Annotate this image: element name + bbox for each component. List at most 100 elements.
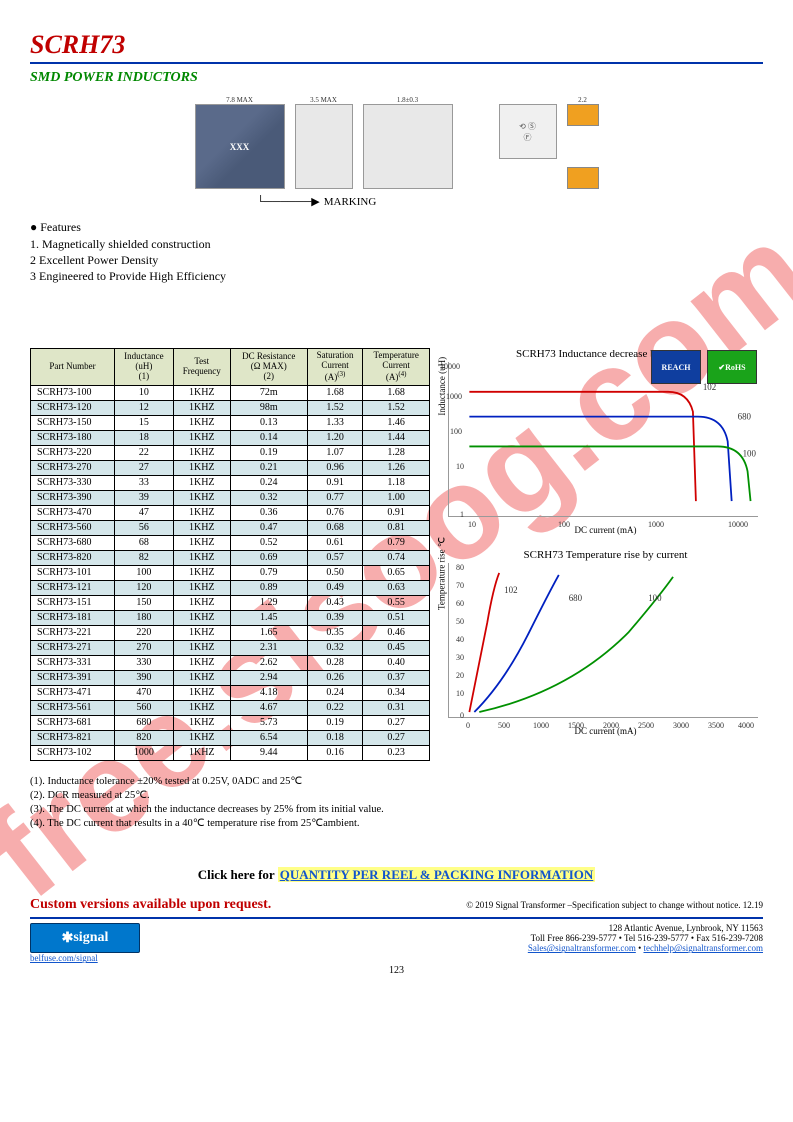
cell: 1.68 [363, 385, 430, 400]
cell: 100 [114, 565, 173, 580]
cell: 0.34 [363, 685, 430, 700]
page-number: 123 [30, 965, 763, 976]
cell: 1KHZ [173, 730, 230, 745]
chart2-svg: 102 680 100 [448, 563, 758, 718]
cell: 0.57 [307, 550, 363, 565]
cell: SCRH73-821 [31, 730, 115, 745]
cell: 0.47 [230, 520, 307, 535]
cell: 1KHZ [173, 460, 230, 475]
cell: 0.79 [363, 535, 430, 550]
table-row: SCRH73-6816801KHZ5.730.190.27 [31, 715, 430, 730]
email-sales[interactable]: Sales@signaltransformer.com [528, 943, 636, 953]
table-row: SCRH73-560561KHZ0.470.680.81 [31, 520, 430, 535]
cell: 4.18 [230, 685, 307, 700]
ytick: 30 [456, 653, 464, 662]
chart1-xlabel: DC current (mA) [448, 525, 763, 535]
cell: 0.14 [230, 430, 307, 445]
cell: SCRH73-391 [31, 670, 115, 685]
cell: 1KHZ [173, 655, 230, 670]
cell: 0.69 [230, 550, 307, 565]
note-line: (4). The DC current that results in a 40… [30, 817, 763, 831]
cell: 1.46 [363, 415, 430, 430]
cell: 560 [114, 700, 173, 715]
signal-logo: ✱ signal [30, 923, 140, 953]
email-techhelp[interactable]: techhelp@signaltransformer.com [643, 943, 763, 953]
cell: 0.28 [307, 655, 363, 670]
xtick: 500 [498, 721, 510, 730]
feature-line: 1. Magnetically shielded construction [30, 237, 763, 252]
cell: SCRH73-820 [31, 550, 115, 565]
cell: 120 [114, 580, 173, 595]
cell: 0.65 [363, 565, 430, 580]
table-row: SCRH73-820821KHZ0.690.570.74 [31, 550, 430, 565]
ytick: 20 [456, 671, 464, 680]
cell: 27 [114, 460, 173, 475]
chart2-ylabel: Temperature rise ℃ [437, 537, 448, 610]
ytick: 0 [460, 711, 464, 720]
cell: 820 [114, 730, 173, 745]
cell: 0.61 [307, 535, 363, 550]
cell: SCRH73-120 [31, 400, 115, 415]
cell: SCRH73-561 [31, 700, 115, 715]
table-row: SCRH73-270271KHZ0.210.961.26 [31, 460, 430, 475]
drawings: 7.8 MAX XXX 3.5 MAX 1.8±0.3 ⟲ ⓈⒻ 2.2 [30, 96, 763, 189]
cell: 1KHZ [173, 385, 230, 400]
cell: 1.52 [307, 400, 363, 415]
svg-text:102: 102 [703, 382, 716, 392]
cell: SCRH73-560 [31, 520, 115, 535]
chart1-svg: 102 680 100 [448, 362, 758, 517]
table-row: SCRH73-5615601KHZ4.670.220.31 [31, 700, 430, 715]
cell: 1.45 [230, 610, 307, 625]
site-link[interactable]: belfuse.com/signal [30, 953, 98, 963]
cell: 390 [114, 670, 173, 685]
table-row: SCRH73-2712701KHZ2.310.320.45 [31, 640, 430, 655]
ytick: 50 [456, 617, 464, 626]
cell: 0.50 [307, 565, 363, 580]
cell: 0.77 [307, 490, 363, 505]
cell: 1KHZ [173, 580, 230, 595]
col-header: TemperatureCurrent(A)(4) [363, 349, 430, 386]
link-prefix: Click here for [198, 867, 278, 882]
table-row: SCRH73-1811801KHZ1.450.390.51 [31, 610, 430, 625]
cell: 0.19 [307, 715, 363, 730]
cell: 1.26 [363, 460, 430, 475]
cell: SCRH73-180 [31, 430, 115, 445]
cell: 330 [114, 655, 173, 670]
cell: SCRH73-102 [31, 745, 115, 760]
dim-side: 3.5 MAX [295, 96, 353, 104]
cell: 0.24 [230, 475, 307, 490]
cell: 1.20 [307, 430, 363, 445]
cell: 1KHZ [173, 400, 230, 415]
ytick: 10 [456, 689, 464, 698]
pad-top [567, 104, 599, 126]
ytick: 10000 [440, 362, 460, 371]
table-row: SCRH73-390391KHZ0.320.771.00 [31, 490, 430, 505]
cell: 2.31 [230, 640, 307, 655]
packing-link[interactable]: QUANTITY PER REEL & PACKING INFORMATION [278, 867, 596, 882]
table-row: SCRH73-3313301KHZ2.620.280.40 [31, 655, 430, 670]
cell: 0.27 [363, 715, 430, 730]
marking-callout: └──────▶ MARKING [257, 195, 377, 208]
cell: 0.52 [230, 535, 307, 550]
cell: 33 [114, 475, 173, 490]
table-row: SCRH73-4714701KHZ4.180.240.34 [31, 685, 430, 700]
cell: 150 [114, 595, 173, 610]
chart2-title: SCRH73 Temperature rise by current [448, 549, 763, 561]
cell: SCRH73-390 [31, 490, 115, 505]
xtick: 1000 [533, 721, 549, 730]
ytick: 60 [456, 599, 464, 608]
cell: 0.24 [307, 685, 363, 700]
col-header: Part Number [31, 349, 115, 386]
cell: 0.89 [230, 580, 307, 595]
cell: 1.33 [307, 415, 363, 430]
table-row: SCRH73-2212201KHZ1.650.350.46 [31, 625, 430, 640]
cell: 1.07 [307, 445, 363, 460]
cell: SCRH73-150 [31, 415, 115, 430]
cell: 1.65 [230, 625, 307, 640]
cell: SCRH73-271 [31, 640, 115, 655]
temprise-chart: Temperature rise ℃ 102 680 100 80 70 60 … [448, 563, 758, 718]
cell: 1KHZ [173, 670, 230, 685]
xtick: 2000 [603, 721, 619, 730]
col-header: DC Resistance(Ω MAX)(2) [230, 349, 307, 386]
cell: SCRH73-471 [31, 685, 115, 700]
